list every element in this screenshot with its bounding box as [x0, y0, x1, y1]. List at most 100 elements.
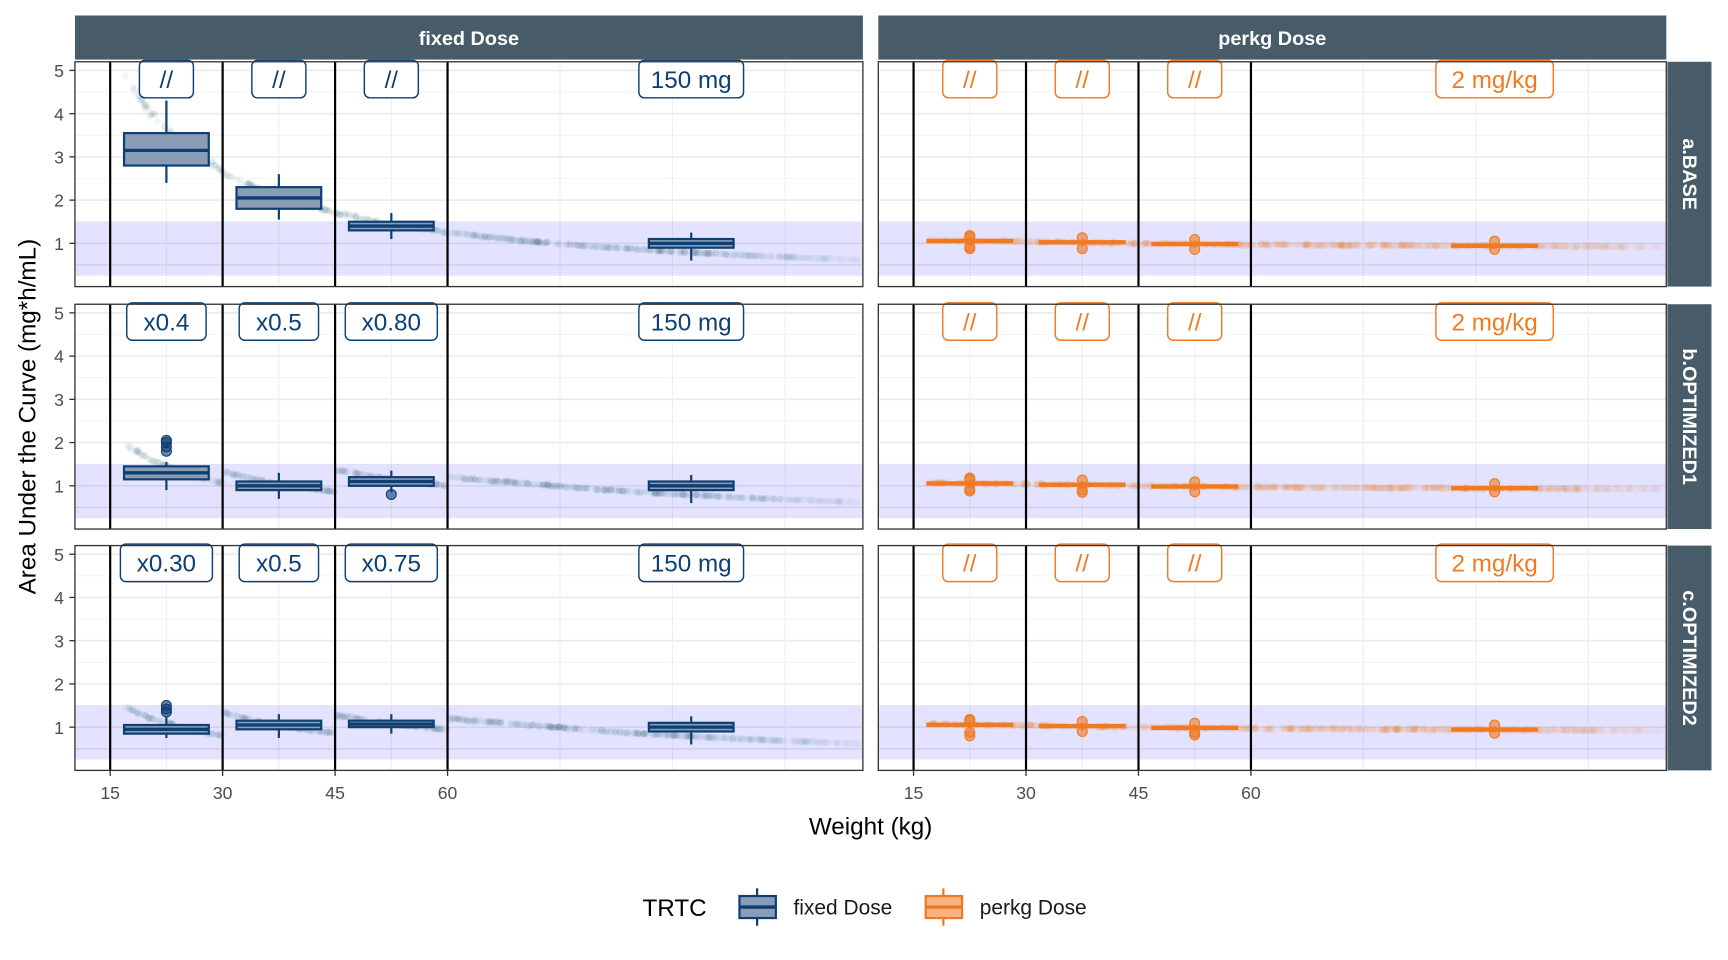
scatter-point	[1384, 242, 1392, 250]
scatter-point	[1280, 241, 1288, 249]
scatter-point	[1296, 483, 1304, 491]
scatter-point	[690, 249, 698, 257]
boxplot	[347, 213, 435, 240]
scatter-point	[341, 210, 349, 218]
scatter-point	[556, 723, 564, 731]
scatter-point	[1280, 241, 1288, 250]
boxplot	[122, 434, 210, 491]
scatter-point	[1433, 484, 1441, 492]
scatter-point	[1407, 242, 1415, 250]
scatter-point	[1243, 241, 1251, 249]
scatter-point	[574, 483, 582, 492]
scatter-point	[1567, 486, 1575, 494]
scatter-point	[757, 495, 765, 503]
dose-label-box	[638, 302, 745, 341]
scatter-point	[1250, 724, 1258, 732]
scatter-point	[1601, 243, 1609, 251]
scatter-point	[1393, 242, 1401, 250]
scatter-point	[516, 237, 524, 245]
scatter-point	[1536, 726, 1544, 734]
scatter-point	[1397, 241, 1406, 249]
scatter-point	[1243, 724, 1251, 732]
scatter-point	[620, 487, 628, 495]
scatter-point	[712, 733, 720, 741]
scatter-point	[1299, 725, 1307, 733]
y-tick-label: 5	[54, 545, 64, 565]
scatter-point	[1338, 242, 1346, 250]
y-tick-label: 1	[54, 234, 64, 254]
scatter-point	[435, 725, 443, 734]
scatter-point	[1350, 484, 1359, 492]
scatter-point	[481, 233, 489, 241]
scatter-point	[708, 734, 716, 742]
scatter-point	[737, 493, 745, 501]
boxplot	[122, 100, 210, 183]
scatter-point	[1263, 725, 1271, 733]
scatter-point	[624, 245, 632, 253]
strip-row-2	[1667, 545, 1712, 771]
scatter-point	[1443, 726, 1451, 734]
scatter-point	[1387, 242, 1396, 250]
scatter-point	[1136, 240, 1144, 248]
scatter-point	[1549, 725, 1557, 733]
scatter-point	[237, 473, 245, 481]
panel-c.OPTIMIZED2-perkg Dose: //////2 mg/kg	[877, 543, 1667, 772]
scatter-point	[612, 244, 620, 252]
scatter-point	[1292, 241, 1300, 249]
scatter-point	[640, 488, 649, 496]
scatter-point	[1379, 241, 1387, 249]
scatter-point	[1381, 241, 1389, 249]
scatter-point	[321, 205, 329, 213]
scatter-point	[1575, 486, 1583, 494]
scatter-point	[547, 724, 555, 732]
scatter-point	[1292, 484, 1300, 492]
scatter-point	[670, 732, 678, 740]
scatter-point	[1408, 725, 1417, 733]
scatter-point	[132, 709, 141, 717]
scatter-point	[1361, 483, 1369, 491]
scatter-point	[616, 729, 624, 737]
scatter-point	[597, 726, 605, 735]
scatter-point	[1238, 242, 1246, 250]
scatter-point	[729, 251, 737, 259]
scatter-point	[542, 480, 550, 488]
scatter-point	[1405, 726, 1413, 734]
boxplot	[347, 714, 435, 734]
scatter-point	[336, 210, 344, 218]
scatter-point	[142, 100, 150, 108]
scatter-point	[574, 242, 583, 250]
scatter-point	[695, 733, 703, 741]
scatter-point	[325, 487, 333, 495]
scatter-point	[133, 708, 141, 716]
scatter-point	[440, 482, 448, 490]
scatter-point	[1277, 241, 1286, 249]
scatter-point	[671, 732, 679, 740]
scatter-point	[548, 723, 556, 731]
scatter-point	[340, 713, 348, 721]
scatter-point	[481, 232, 489, 240]
scatter-point	[635, 246, 643, 254]
scatter-point	[524, 722, 532, 730]
scatter-point	[465, 475, 473, 483]
scatter-point	[1364, 241, 1372, 249]
scatter-point	[1398, 241, 1406, 249]
scatter-point	[1600, 243, 1608, 251]
scatter-point	[470, 231, 478, 239]
dose-label-box	[1166, 543, 1223, 583]
scatter-point	[721, 734, 729, 742]
scatter-point	[664, 248, 673, 256]
scatter-point	[139, 710, 147, 719]
scatter-point	[1648, 244, 1655, 251]
scatter-point	[1326, 725, 1334, 733]
scatter-point	[493, 234, 501, 242]
scatter-point	[1306, 241, 1314, 249]
boxplot	[1151, 717, 1239, 741]
y-tick-label: 3	[54, 631, 64, 651]
scatter-point	[243, 180, 251, 188]
scatter-point	[489, 717, 497, 725]
scatter-point	[1543, 242, 1551, 250]
scatter-point	[1265, 725, 1273, 733]
outlier-point	[1189, 486, 1201, 498]
scatter-point	[1325, 241, 1333, 249]
